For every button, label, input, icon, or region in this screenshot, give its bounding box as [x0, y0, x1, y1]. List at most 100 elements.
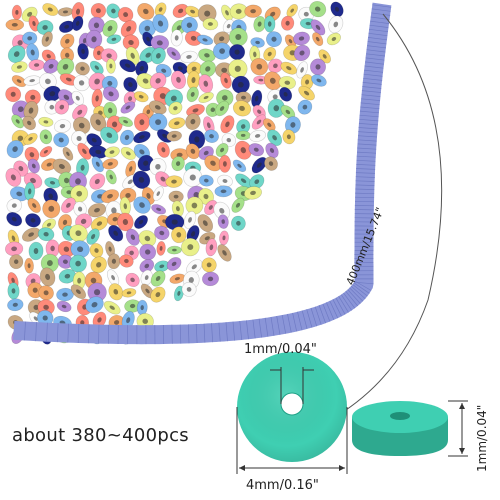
strand-slice: [366, 53, 385, 57]
loose-bead: [86, 228, 100, 245]
loose-bead: [310, 19, 326, 36]
strand-slice: [356, 164, 376, 166]
strand-slice: [358, 123, 378, 126]
loose-bead: [150, 270, 166, 287]
loose-bead: [232, 100, 252, 117]
loose-bead: [236, 119, 251, 134]
loose-bead: [52, 158, 72, 175]
loose-bead: [165, 175, 183, 188]
strand-slice: [353, 282, 370, 294]
loose-bead: [120, 101, 136, 114]
loose-bead: [103, 300, 121, 315]
loose-bead: [71, 90, 85, 106]
loose-bead: [279, 86, 293, 102]
strand-slice: [356, 151, 377, 154]
strand-slice: [281, 315, 287, 334]
loose-bead: [117, 212, 134, 232]
loose-bead: [250, 57, 269, 76]
strand-slice: [239, 320, 243, 340]
loose-bead: [150, 35, 170, 51]
strand-slice: [368, 37, 387, 41]
loose-bead: [309, 58, 327, 76]
loose-bead: [228, 27, 248, 47]
strand-slice: [195, 323, 198, 344]
loose-bead: [44, 99, 60, 115]
loose-bead: [108, 283, 124, 301]
loose-bead: [251, 114, 267, 130]
loose-bead: [54, 99, 70, 115]
loose-bead: [125, 46, 140, 66]
strand-slice: [370, 20, 390, 24]
loose-bead: [328, 15, 344, 34]
loose-bead: [120, 146, 136, 160]
dimension-arrow-icon: [459, 403, 465, 409]
strand-slice: [368, 32, 388, 37]
loose-bead: [38, 285, 54, 301]
loose-bead: [263, 47, 277, 61]
loose-bead: [56, 300, 72, 313]
loose-bead: [215, 100, 230, 117]
loose-bead: [250, 37, 265, 48]
strand-slice: [292, 312, 298, 332]
loose-bead: [185, 113, 201, 130]
loose-bead: [28, 241, 44, 261]
loose-bead: [167, 245, 182, 255]
loose-bead: [204, 155, 222, 172]
loose-bead: [23, 100, 39, 121]
loose-bead: [7, 298, 24, 312]
bead-hole: [280, 392, 304, 416]
strand-slice: [258, 318, 262, 338]
strand-tube: [13, 2, 392, 345]
bead-strand: [13, 2, 392, 345]
loose-bead: [56, 57, 75, 76]
loose-bead: [231, 197, 245, 213]
loose-bead: [77, 43, 89, 60]
strand-slice: [347, 289, 361, 304]
loose-bead: [85, 296, 104, 314]
loose-bead: [125, 272, 140, 287]
loose-bead: [23, 75, 41, 86]
loose-bead: [137, 154, 154, 172]
loose-bead: [180, 16, 198, 34]
loose-bead: [104, 146, 120, 158]
loose-bead: [7, 45, 26, 64]
loose-bead: [121, 288, 137, 298]
strand-slice: [355, 180, 375, 182]
strand-slice: [361, 94, 381, 97]
loose-bead: [69, 254, 87, 273]
loose-bead: [71, 130, 88, 147]
loose-bead: [293, 31, 310, 46]
loose-bead: [171, 156, 185, 172]
loose-bead: [122, 34, 140, 51]
strand-slice: [357, 143, 377, 146]
loose-bead: [123, 77, 138, 93]
loose-bead: [170, 29, 183, 47]
thickness-label: 1mm/0.04": [475, 405, 489, 472]
loose-bead: [134, 215, 148, 229]
loose-bead: [7, 282, 20, 300]
strand-slice: [354, 200, 375, 203]
loose-bead: [11, 61, 28, 73]
strand-slice: [343, 292, 356, 309]
loose-bead: [87, 203, 107, 218]
loose-bead: [39, 72, 57, 90]
loose-bead: [266, 31, 282, 48]
strand-slice: [326, 302, 335, 321]
loose-bead: [151, 204, 167, 215]
loose-bead: [168, 117, 186, 130]
strand-slice: [179, 324, 182, 344]
loose-bead: [280, 15, 295, 31]
loose-bead: [119, 58, 137, 73]
loose-bead: [185, 143, 201, 160]
loose-bead: [152, 186, 164, 201]
loose-bead: [185, 196, 204, 215]
loose-bead: [267, 129, 283, 146]
loose-bead: [72, 116, 91, 135]
dimension-arrow-icon: [459, 448, 465, 454]
strand-slice: [340, 294, 352, 311]
strand-slice: [56, 323, 59, 343]
loose-bead: [28, 15, 40, 32]
strand-slice: [203, 323, 206, 343]
strand-slice: [356, 168, 376, 170]
loose-bead: [181, 281, 197, 297]
